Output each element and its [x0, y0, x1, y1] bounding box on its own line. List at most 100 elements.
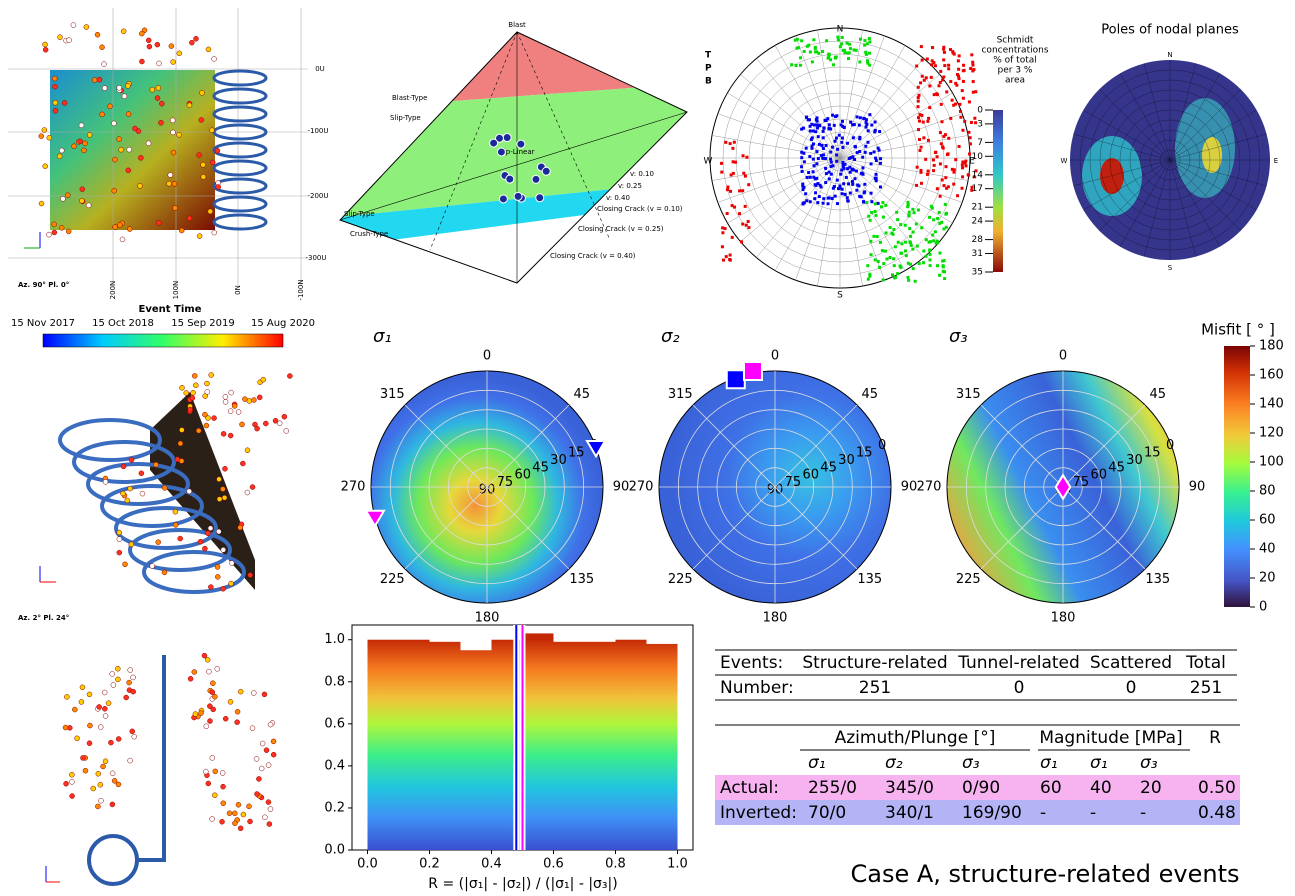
pole-point [927, 170, 930, 173]
tunnel-loop [60, 420, 160, 460]
event [80, 755, 85, 760]
pole-point [838, 185, 841, 188]
event [268, 807, 273, 812]
event [215, 148, 220, 153]
event [91, 786, 96, 791]
figure: Case A, structure-related events Event T… [0, 0, 1295, 896]
event [112, 188, 117, 193]
event [268, 722, 273, 727]
event [222, 466, 227, 471]
pole-point [941, 178, 944, 181]
event [52, 230, 57, 235]
event [232, 404, 237, 409]
event [120, 491, 125, 496]
pole-point [936, 155, 939, 158]
tunnel-loop [214, 197, 266, 211]
pole-point [870, 211, 873, 214]
event [172, 181, 177, 186]
pole-point [817, 157, 820, 160]
pole-point [869, 240, 872, 243]
event [69, 772, 74, 777]
pole-point [923, 79, 926, 82]
pole-point [800, 156, 803, 159]
event [128, 486, 133, 491]
tunnel-loop [214, 71, 266, 85]
bar [616, 640, 647, 850]
event [179, 428, 184, 433]
pole-point [917, 105, 920, 108]
axis-label: -100U [307, 127, 328, 135]
table-cell: Inverted: [720, 803, 797, 823]
event [117, 550, 122, 555]
pole-point [847, 182, 850, 185]
event [245, 490, 250, 495]
event [221, 431, 226, 436]
pole-point [962, 97, 965, 100]
pole-point [812, 130, 815, 133]
pole-point [799, 64, 802, 67]
pole-point [938, 252, 941, 255]
pole-point [864, 51, 867, 54]
event [115, 666, 120, 671]
beachball [497, 148, 505, 156]
event [83, 141, 88, 146]
event [206, 47, 211, 52]
pole-point [859, 116, 862, 119]
colorbar-title: area [1005, 76, 1025, 86]
pole-point [807, 44, 810, 47]
event [260, 741, 265, 746]
pole-point [899, 223, 902, 226]
y-tick-label: 0.8 [324, 674, 345, 689]
pole-point [744, 205, 747, 208]
pole-point [917, 100, 920, 103]
pole-point [828, 171, 831, 174]
event [52, 84, 57, 89]
pole-point [889, 256, 892, 259]
pole-point [928, 248, 931, 251]
pole-point [891, 233, 894, 236]
event [156, 86, 161, 91]
event [242, 397, 247, 402]
panel-title: σ₃ [949, 326, 968, 347]
pole-point [805, 199, 808, 202]
direction-label: N [837, 25, 844, 35]
event [80, 187, 85, 192]
pole-point [813, 197, 816, 200]
axis-label: -200U [307, 192, 328, 200]
pole-point [846, 199, 849, 202]
pole-point [970, 121, 973, 124]
pole-point [868, 64, 871, 67]
pole-point [809, 200, 812, 203]
pole-point [861, 166, 864, 169]
event [251, 690, 256, 695]
pole-point [932, 239, 935, 242]
pole-point [834, 57, 837, 60]
angle-tick-label: 0 [771, 349, 779, 364]
event [177, 51, 182, 56]
table-cell: 60 [1040, 778, 1062, 798]
pole-point [905, 254, 908, 257]
pole-point [818, 124, 821, 127]
pole-point [894, 245, 897, 248]
pole-point [965, 164, 968, 167]
pole-point [825, 39, 828, 42]
pole-point [844, 193, 847, 196]
event [117, 223, 122, 228]
event [235, 720, 240, 725]
angle-tick-label: 45 [573, 387, 590, 402]
colorbar-title: Schmidt [997, 36, 1034, 46]
event [42, 128, 47, 133]
pole-point [726, 212, 729, 215]
pole-point [907, 214, 910, 217]
pole-point [884, 204, 887, 207]
pole-point [731, 147, 734, 150]
pole-point [918, 262, 921, 265]
table-cell: 0 [1014, 678, 1025, 698]
pole-point [920, 226, 923, 229]
event [212, 230, 217, 235]
angle-tick-label: 270 [341, 480, 366, 495]
pole-point [821, 157, 824, 160]
pole-point [731, 204, 734, 207]
event [188, 676, 193, 681]
event [69, 779, 74, 784]
